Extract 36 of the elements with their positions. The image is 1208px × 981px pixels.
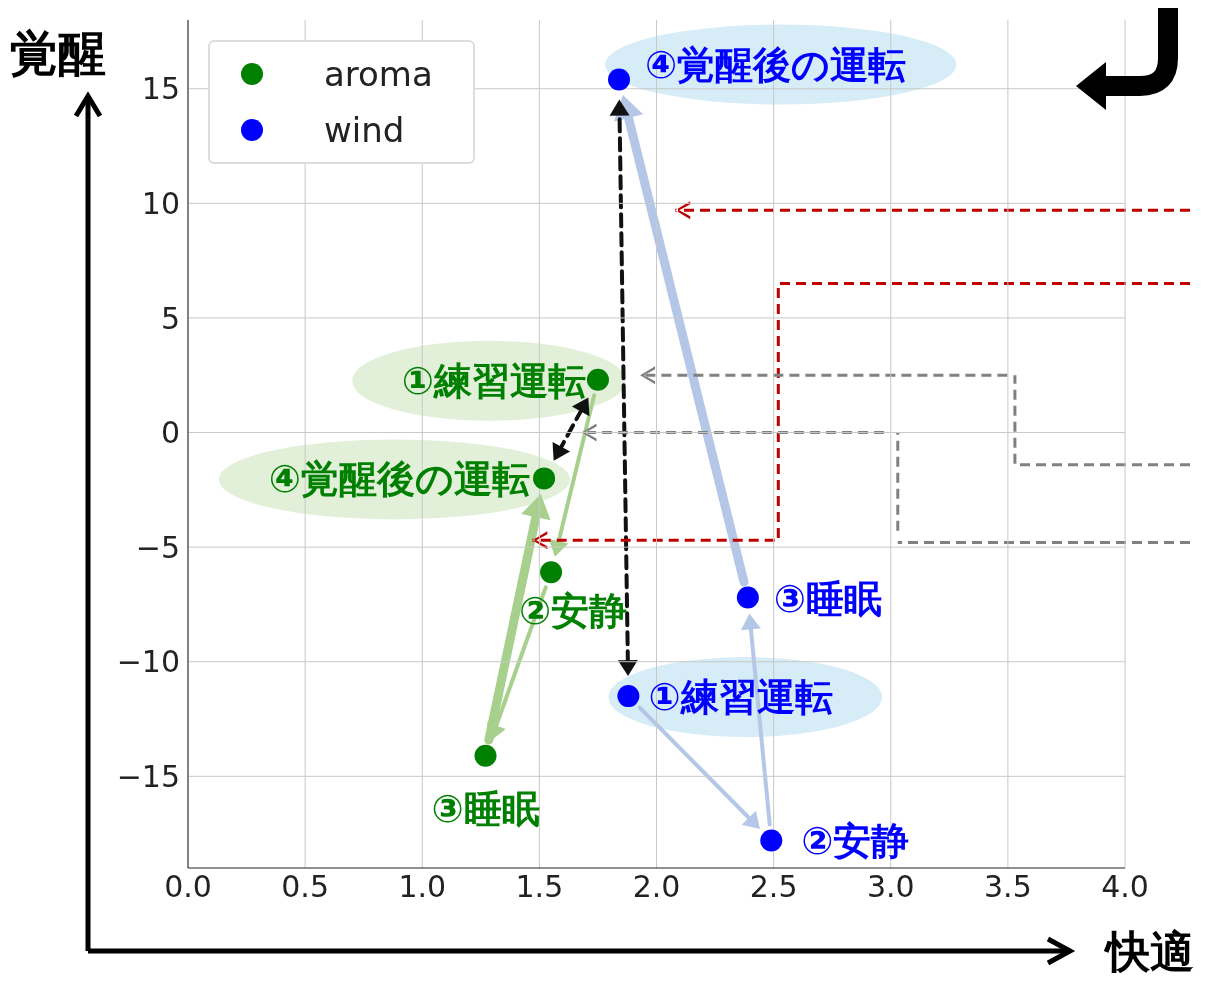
x-tick-label: 1.0 — [398, 869, 447, 905]
y-tick-label: −5 — [135, 529, 180, 565]
annotation: ③睡眠 — [773, 576, 883, 621]
point — [533, 467, 556, 490]
point — [586, 368, 609, 391]
legend-label: aroma — [324, 53, 433, 96]
x-tick-label: 0.0 — [164, 869, 212, 905]
annotation: ②安静 — [519, 589, 628, 634]
y-axis-title: 覚醒 — [10, 25, 106, 81]
annotation: ④覚醒後の運転 — [645, 42, 907, 87]
point — [760, 829, 783, 852]
annotation: ④覚醒後の運転 — [268, 457, 531, 502]
y-tick-label: 0 — [160, 415, 180, 451]
x-tick-label: 2.5 — [749, 869, 798, 905]
x-tick-label: 2.0 — [632, 869, 681, 905]
point — [608, 68, 631, 91]
annotation: ③睡眠 — [431, 786, 540, 831]
y-tick-label: 10 — [141, 186, 180, 221]
point — [617, 685, 640, 708]
point — [474, 744, 497, 767]
annotation: ①練習運転 — [401, 358, 586, 403]
x-tick-label: 3.5 — [984, 869, 1032, 905]
x-axis-title: 快適 — [1103, 926, 1194, 977]
x-tick-label: 4.0 — [1101, 869, 1149, 905]
x-tick-label: 3.0 — [866, 869, 915, 905]
annotation: ②安静 — [801, 819, 910, 864]
legend-label: wind — [324, 109, 405, 152]
y-tick-label: 15 — [141, 71, 180, 107]
point — [736, 586, 759, 609]
x-tick-label: 0.5 — [281, 869, 329, 905]
annotation: ①練習運転 — [648, 675, 833, 720]
x-tick-label: 1.5 — [515, 869, 564, 905]
y-tick-label: 5 — [160, 300, 180, 336]
y-tick-label: −10 — [116, 644, 180, 680]
point — [540, 561, 563, 584]
y-tick-label: −15 — [116, 758, 180, 794]
